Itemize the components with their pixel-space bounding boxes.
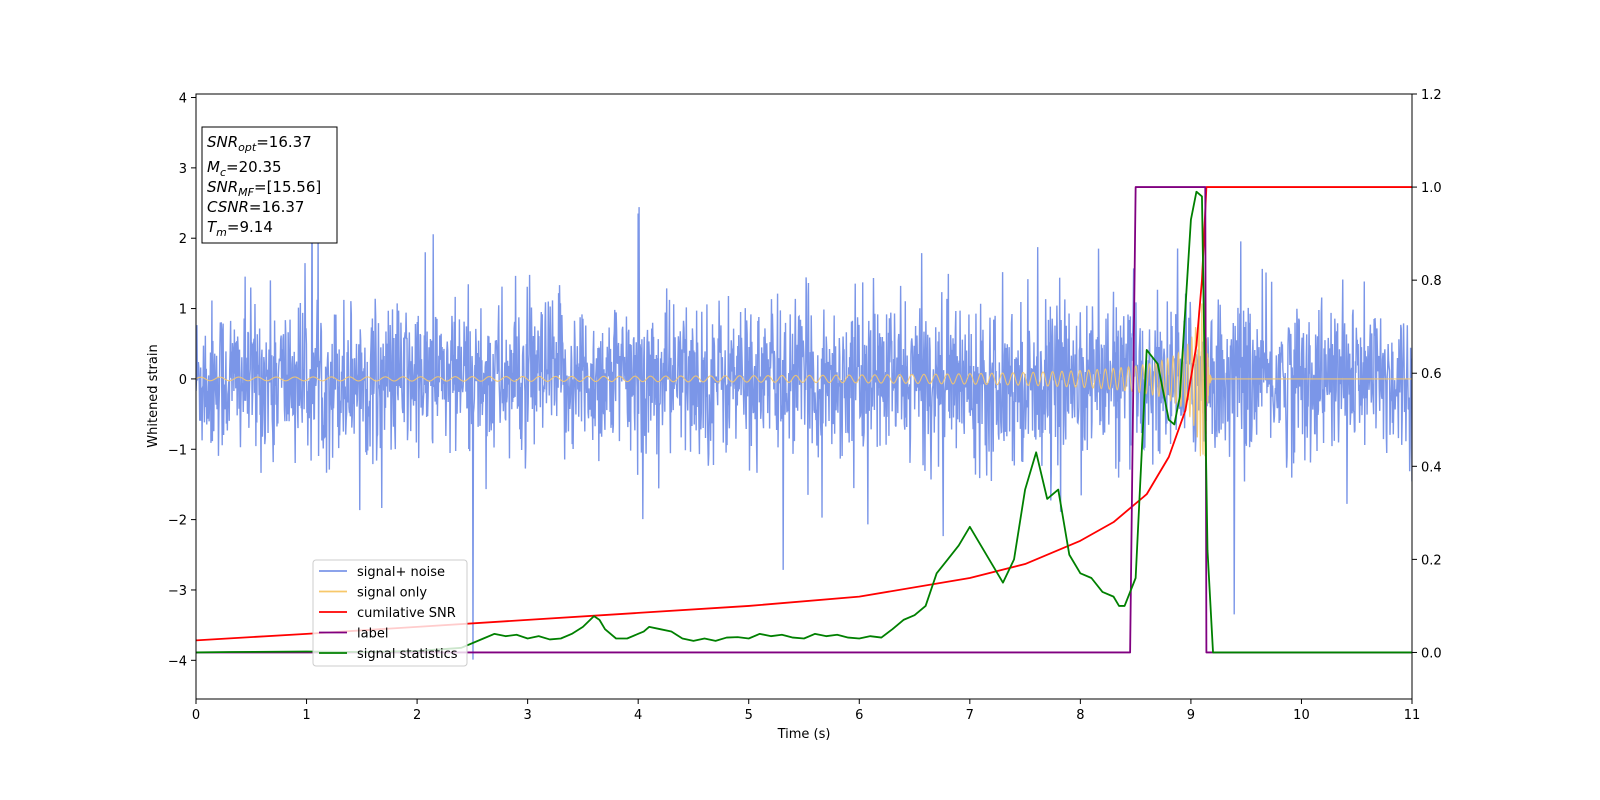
y-left-tick-label: 4 <box>179 92 187 107</box>
y-right-tick-label: 0.0 <box>1421 646 1442 661</box>
series-line-cumilative-snr <box>196 186 1412 642</box>
y-left-tick-label: 0 <box>179 373 187 388</box>
annotation-line: Mc=20.35 <box>207 158 282 179</box>
x-tick-label: 6 <box>855 708 863 723</box>
y-right-tick-label: 0.8 <box>1421 274 1442 289</box>
x-tick-label: 5 <box>745 708 753 723</box>
x-tick-label: 3 <box>523 708 531 723</box>
annotation-frame <box>201 126 338 244</box>
annotation-line: SNRopt=16.37 <box>207 133 312 154</box>
y-right-tick-label: 1.0 <box>1421 181 1442 196</box>
x-tick-label: 4 <box>634 708 642 723</box>
annotation-box: SNRopt=16.37 Mc=20.35SNRMF=[15.56]CSNR=16… <box>201 126 338 244</box>
legend-label: cumilative SNR <box>357 606 456 621</box>
x-axis: 0 1 2 3 4 5 6 7 8 9 10 11 <box>192 699 1420 723</box>
series-layer <box>196 164 1412 660</box>
y-axis-label: Whitened strain <box>146 344 161 447</box>
legend: signal+ noise signal only cumilative SNR la… <box>312 559 468 667</box>
annotation-line: SNRMF=[15.56] <box>207 178 321 199</box>
y-left-tick-label: 1 <box>179 303 187 318</box>
plot-frame <box>195 93 1413 700</box>
y-left-tick-label: 3 <box>179 162 187 177</box>
series-line-signal-only <box>196 302 1412 457</box>
y-left-tick-label: −4 <box>168 654 187 669</box>
legend-label: label <box>357 627 388 642</box>
x-tick-label: 9 <box>1187 708 1195 723</box>
y-left-tick-label: −2 <box>168 514 187 529</box>
y-left-tick-label: −3 <box>168 584 187 599</box>
x-tick-label: 7 <box>966 708 974 723</box>
x-tick-label: 0 <box>192 708 200 723</box>
legend-label: signal statistics <box>357 647 458 662</box>
annotation-line: CSNR=16.37 <box>207 198 304 216</box>
x-tick-label: 2 <box>413 708 421 723</box>
legend-label: signal only <box>357 586 427 601</box>
y-right-tick-label: 0.2 <box>1421 553 1442 568</box>
legend-label: signal+ noise <box>357 565 445 580</box>
x-tick-label: 8 <box>1076 708 1084 723</box>
x-tick-label: 11 <box>1404 708 1421 723</box>
y-axis-left: −4 −3 −2 −1 0 1 2 3 4 <box>168 92 196 669</box>
y-right-tick-label: 0.4 <box>1421 460 1442 475</box>
y-left-tick-label: −1 <box>168 443 187 458</box>
x-tick-label: 1 <box>302 708 310 723</box>
y-right-tick-label: 1.2 <box>1421 88 1442 103</box>
annotation-line: Tm=9.14 <box>207 218 273 239</box>
x-tick-label: 10 <box>1293 708 1310 723</box>
series-line-signal-statistics <box>196 190 1412 654</box>
y-right-tick-label: 0.6 <box>1421 367 1442 382</box>
y-axis-right: 0.0 0.2 0.4 0.6 0.8 1.0 1.2 <box>1412 88 1442 661</box>
y-left-tick-label: 2 <box>179 232 187 247</box>
legend-frame <box>312 559 468 667</box>
x-axis-label: Time (s) <box>777 727 831 742</box>
